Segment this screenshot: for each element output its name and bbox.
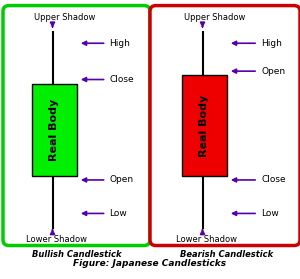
- Text: Figure: Japanese Candlesticks: Figure: Japanese Candlesticks: [74, 259, 226, 268]
- Text: Open: Open: [110, 175, 134, 184]
- FancyBboxPatch shape: [150, 6, 300, 246]
- Bar: [182, 75, 226, 176]
- Text: Open: Open: [261, 67, 285, 76]
- Text: Low: Low: [261, 209, 279, 218]
- Text: Lower Shadow: Lower Shadow: [176, 235, 236, 244]
- Text: Lower Shadow: Lower Shadow: [26, 235, 86, 244]
- Text: Bearish Candlestick: Bearish Candlestick: [180, 250, 273, 259]
- Text: Low: Low: [110, 209, 127, 218]
- Text: Upper Shadow: Upper Shadow: [34, 13, 96, 21]
- Text: Real Body: Real Body: [49, 98, 59, 161]
- Text: High: High: [110, 39, 130, 48]
- Text: High: High: [261, 39, 282, 48]
- Bar: [32, 84, 76, 176]
- Text: Close: Close: [261, 175, 286, 184]
- Text: Upper Shadow: Upper Shadow: [184, 13, 246, 21]
- Text: Bullish Candlestick: Bullish Candlestick: [32, 250, 121, 259]
- Text: Real Body: Real Body: [199, 94, 209, 157]
- Text: Close: Close: [110, 75, 134, 84]
- FancyBboxPatch shape: [3, 6, 150, 246]
